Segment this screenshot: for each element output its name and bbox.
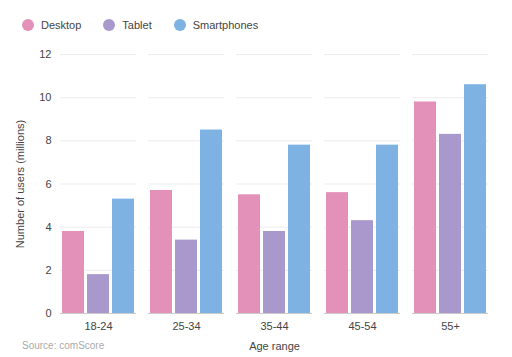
svg-text:45-54: 45-54 — [348, 320, 376, 332]
svg-text:6: 6 — [45, 178, 51, 190]
html-text:Desktop: Desktop — [41, 19, 82, 31]
svg-text:55+: 55+ — [441, 320, 460, 332]
svg-text:10: 10 — [39, 91, 51, 103]
svg-text:Number of users (millions): Number of users (millions) — [14, 120, 26, 248]
svg-text:4: 4 — [45, 221, 51, 233]
html-text:Tablet: Tablet — [122, 19, 152, 31]
svg-text:12: 12 — [39, 48, 51, 60]
html-text:Source: comScore: Source: comScore — [22, 340, 105, 351]
svg-text:0: 0 — [45, 307, 51, 319]
svg-text:Age range: Age range — [249, 340, 300, 352]
svg-text:25-34: 25-34 — [172, 320, 200, 332]
svg-text:35-44: 35-44 — [260, 320, 288, 332]
svg-text:2: 2 — [45, 264, 51, 276]
svg-text:18-24: 18-24 — [84, 320, 112, 332]
html-text:Smartphones: Smartphones — [192, 19, 259, 31]
svg-text:8: 8 — [45, 134, 51, 146]
